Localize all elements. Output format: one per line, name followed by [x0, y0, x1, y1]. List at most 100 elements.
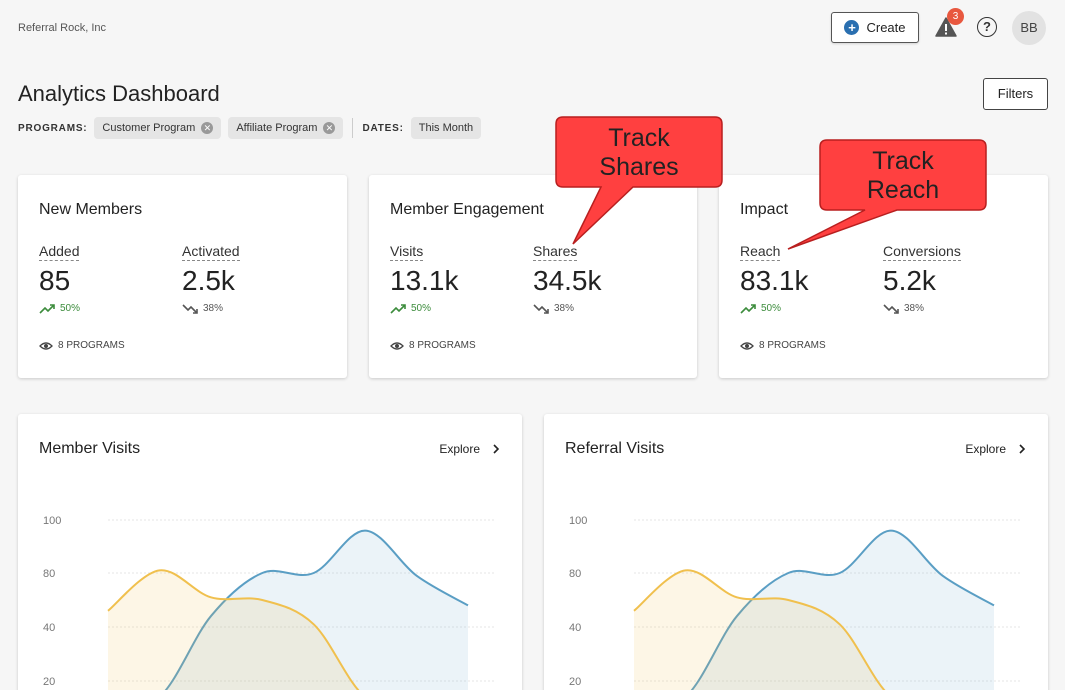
chip-label: Customer Program [102, 122, 196, 134]
date-chip[interactable]: This Month [410, 117, 482, 139]
trend: 50% [390, 303, 459, 314]
metric-activated: Activated 2.5k 38% [182, 243, 240, 314]
trend-value: 50% [761, 303, 782, 314]
chart-title: Referral Visits [565, 440, 665, 457]
referral-visits-chart-card: Referral Visits Explore 100 80 40 20 [544, 414, 1048, 690]
y-tick-label: 80 [569, 568, 581, 580]
explore-link[interactable]: Explore [439, 442, 500, 456]
metric-label[interactable]: Activated [182, 243, 240, 261]
new-members-card: New Members Added 85 50% Activated 2.5k … [18, 175, 347, 378]
programs-link[interactable]: 8 PROGRAMS [39, 340, 125, 351]
metric-value: 5.2k [883, 265, 936, 296]
metric-reach: Reach 83.1k 50% [740, 243, 809, 314]
series-line [633, 569, 886, 690]
trend-down-icon [182, 303, 198, 314]
alert-count-badge: 3 [947, 8, 964, 25]
eye-icon [390, 341, 404, 350]
series-area [165, 530, 468, 690]
y-tick-label: 100 [43, 515, 61, 527]
track-reach-callout: Track Reach [787, 139, 987, 250]
callout-line-2: Shares [599, 153, 678, 181]
y-tick-label: 80 [43, 568, 55, 580]
y-tick-label: 20 [569, 676, 581, 688]
company-name: Referral Rock, Inc [18, 22, 107, 34]
metric-label[interactable]: Reach [740, 243, 781, 261]
programs-count: 8 PROGRAMS [759, 340, 826, 351]
chevron-right-icon [493, 444, 500, 454]
trend: 38% [533, 303, 602, 314]
metric-value: 34.5k [533, 265, 602, 296]
series-area [634, 570, 885, 690]
explore-link[interactable]: Explore [965, 442, 1026, 456]
metric-value: 83.1k [740, 265, 809, 296]
chart-title: Member Visits [39, 440, 141, 457]
warning-icon [935, 17, 957, 37]
programs-count: 8 PROGRAMS [58, 340, 125, 351]
trend-up-icon [740, 303, 756, 314]
member-visits-chart: 100 80 40 20 [43, 515, 496, 690]
trend-up-icon [39, 303, 55, 314]
metric-visits: Visits 13.1k 50% [390, 243, 459, 314]
trend-down-icon [883, 303, 899, 314]
create-button[interactable]: + Create [831, 12, 919, 43]
remove-icon[interactable]: ✕ [201, 122, 214, 134]
metric-label[interactable]: Added [39, 243, 80, 261]
program-chip-customer[interactable]: Customer Program ✕ [94, 117, 222, 139]
dates-label: DATES: [362, 122, 404, 134]
member-engagement-card: Member Engagement Visits 13.1k 50% Share… [369, 175, 697, 378]
y-tick-label: 40 [569, 622, 581, 634]
trend-value: 50% [411, 303, 432, 314]
series-area [691, 530, 994, 690]
programs-count: 8 PROGRAMS [409, 340, 476, 351]
metric-value: 2.5k [182, 265, 235, 296]
chip-label: Affiliate Program [236, 122, 318, 134]
trend-up-icon [390, 303, 406, 314]
y-tick-label: 100 [569, 515, 587, 527]
callout-line-1: Track [608, 124, 670, 152]
filters-button[interactable]: Filters [983, 78, 1048, 110]
metric-label[interactable]: Visits [390, 243, 424, 261]
help-icon[interactable]: ? [977, 17, 997, 37]
series-line [690, 529, 995, 690]
member-visits-chart-card: Member Visits Explore 100 80 40 20 [18, 414, 522, 690]
trend-value: 50% [60, 303, 81, 314]
metric-added: Added 85 50% [39, 243, 80, 314]
callout-line-1: Track [872, 147, 934, 175]
metric-value: 13.1k [390, 265, 459, 296]
callout-line-2: Reach [867, 176, 939, 204]
series-line [164, 529, 469, 690]
explore-label: Explore [965, 442, 1006, 456]
trend-value: 38% [554, 303, 575, 314]
programs-link[interactable]: 8 PROGRAMS [390, 340, 476, 351]
programs-label: PROGRAMS: [18, 122, 88, 134]
card-title: New Members [39, 201, 143, 218]
chevron-right-icon [1019, 444, 1026, 454]
programs-link[interactable]: 8 PROGRAMS [740, 340, 826, 351]
track-shares-callout: Track Shares [555, 116, 723, 245]
program-chip-affiliate[interactable]: Affiliate Program ✕ [228, 117, 344, 139]
series-line [107, 569, 360, 690]
trend-down-icon [533, 303, 549, 314]
divider [352, 118, 354, 138]
metric-value: 85 [39, 265, 71, 296]
metric-label[interactable]: Conversions [883, 243, 961, 261]
plus-icon: + [844, 20, 860, 35]
alerts-button[interactable]: 3 [933, 8, 964, 40]
avatar[interactable]: BB [1012, 11, 1046, 45]
y-tick-label: 40 [43, 622, 55, 634]
referral-visits-chart: 100 80 40 20 [569, 515, 1022, 690]
trend-value: 38% [904, 303, 925, 314]
create-label: Create [866, 20, 906, 35]
trend-value: 38% [203, 303, 224, 314]
metric-conversions: Conversions 5.2k 38% [883, 243, 961, 314]
trend: 38% [182, 303, 240, 314]
page-title: Analytics Dashboard [18, 81, 220, 106]
remove-icon[interactable]: ✕ [323, 122, 336, 134]
card-title: Member Engagement [390, 201, 544, 218]
filter-bar: PROGRAMS: Customer Program ✕ Affiliate P… [18, 117, 482, 139]
metric-label[interactable]: Shares [533, 243, 578, 261]
chip-label: This Month [418, 122, 474, 134]
trend: 38% [883, 303, 961, 314]
trend: 50% [740, 303, 809, 314]
series-area [108, 570, 359, 690]
